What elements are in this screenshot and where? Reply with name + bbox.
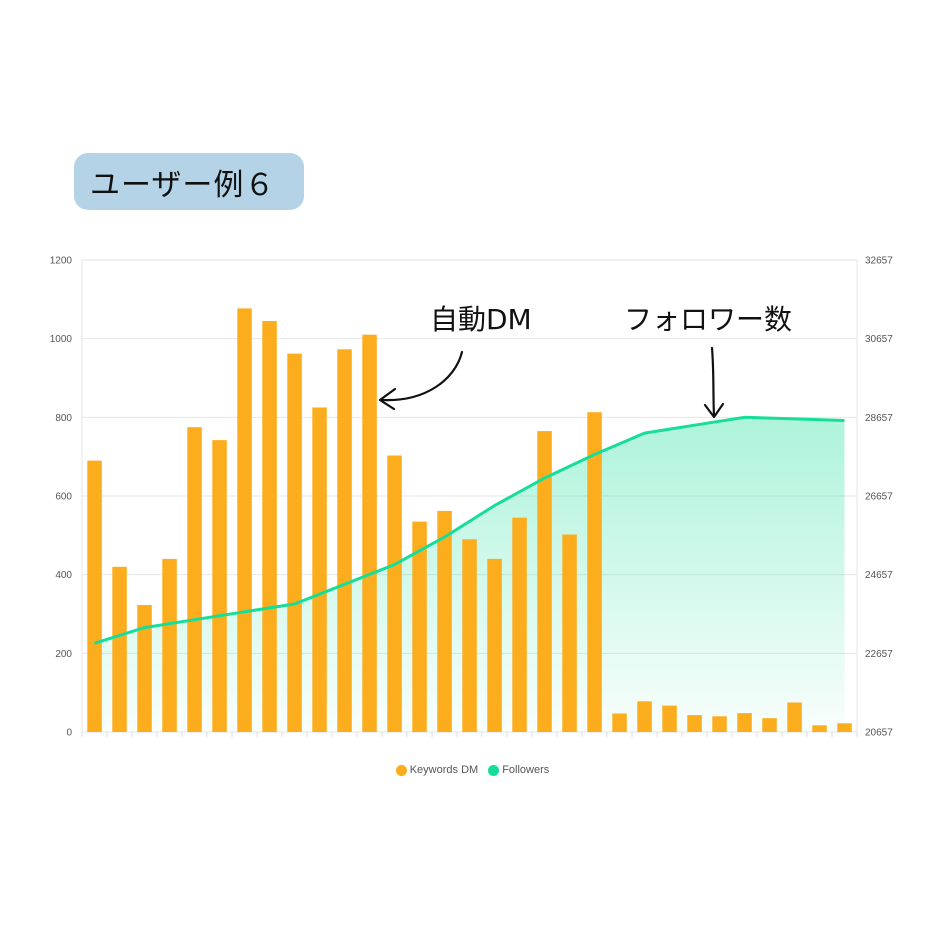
legend-item-dm[interactable]: Keywords DM: [395, 764, 479, 776]
dm-bar: [412, 521, 427, 732]
dm-arrow-icon: [380, 350, 464, 402]
followers-arrow-icon: [710, 346, 716, 418]
dm-bar: [587, 412, 602, 732]
dm-bar: [612, 713, 627, 732]
dm-bar: [787, 702, 802, 732]
dm-bar: [562, 534, 577, 732]
dm-bar: [437, 510, 452, 732]
left-tick-label: 400: [55, 570, 72, 581]
legend-item-followers[interactable]: Followers: [488, 764, 549, 776]
dm-bar: [687, 715, 702, 732]
dm-bar: [837, 723, 852, 732]
axis-ticks: 0 20657 200 22657 400 24657 600 26657 800 28657 10…: [50, 256, 893, 739]
legend-dm-swatch: [395, 764, 407, 776]
dm-bar: [337, 349, 352, 732]
dm-arrowhead-icon: [378, 387, 397, 411]
dm-annotation: 自動DM: [430, 303, 532, 336]
right-tick-label: 30657: [865, 334, 893, 345]
dm-bar: [487, 558, 502, 732]
dm-bar: [312, 407, 327, 732]
dm-bar: [237, 308, 252, 732]
dm-bar: [262, 321, 277, 732]
legend-dm-label: Keywords DM: [409, 764, 479, 776]
right-tick-label: 22657: [865, 649, 893, 660]
dm-bar: [762, 718, 777, 732]
dm-bar: [462, 539, 477, 732]
dm-bars: [87, 308, 852, 732]
dm-bar: [512, 517, 527, 732]
followers-series-line: [94, 415, 845, 645]
left-tick-label: 1200: [50, 256, 73, 267]
left-tick-label: 0: [66, 728, 72, 739]
right-tick-label: 32657: [865, 256, 893, 267]
dm-bar: [87, 460, 102, 732]
dm-bar: [387, 455, 402, 732]
dm-bar: [537, 431, 552, 732]
dm-bar: [737, 713, 752, 732]
dm-bar: [112, 566, 127, 732]
left-tick-label: 200: [55, 649, 72, 660]
badge-title: ユーザー例６: [90, 167, 276, 203]
followers-arrowhead-icon: [703, 402, 725, 419]
left-tick-label: 800: [55, 413, 72, 424]
dm-bar: [712, 716, 727, 732]
right-tick-label: 26657: [865, 492, 893, 503]
dm-bar: [287, 353, 302, 732]
chart-legend: Keywords DM Followers: [0, 764, 945, 776]
annotation-arrows: [378, 346, 725, 419]
legend-followers-swatch: [488, 764, 500, 776]
user-example-badge: ユーザー例６: [74, 153, 304, 210]
legend-followers-label: Followers: [502, 764, 550, 776]
dm-bar: [662, 705, 677, 732]
dm-bar: [812, 725, 827, 732]
dm-bar: [212, 440, 227, 732]
followers-annotation: フォロワー数: [624, 303, 793, 336]
dm-bar: [362, 334, 377, 732]
left-tick-label: 1000: [50, 334, 73, 345]
dm-bar: [162, 558, 177, 732]
right-tick-label: 24657: [865, 570, 893, 581]
followers-line: [94, 415, 845, 645]
dm-bar: [137, 605, 152, 732]
dm-bar: [637, 701, 652, 732]
right-tick-label: 28657: [865, 413, 893, 424]
dm-bar: [187, 427, 202, 732]
left-tick-label: 600: [55, 492, 72, 503]
right-tick-label: 20657: [865, 728, 893, 739]
